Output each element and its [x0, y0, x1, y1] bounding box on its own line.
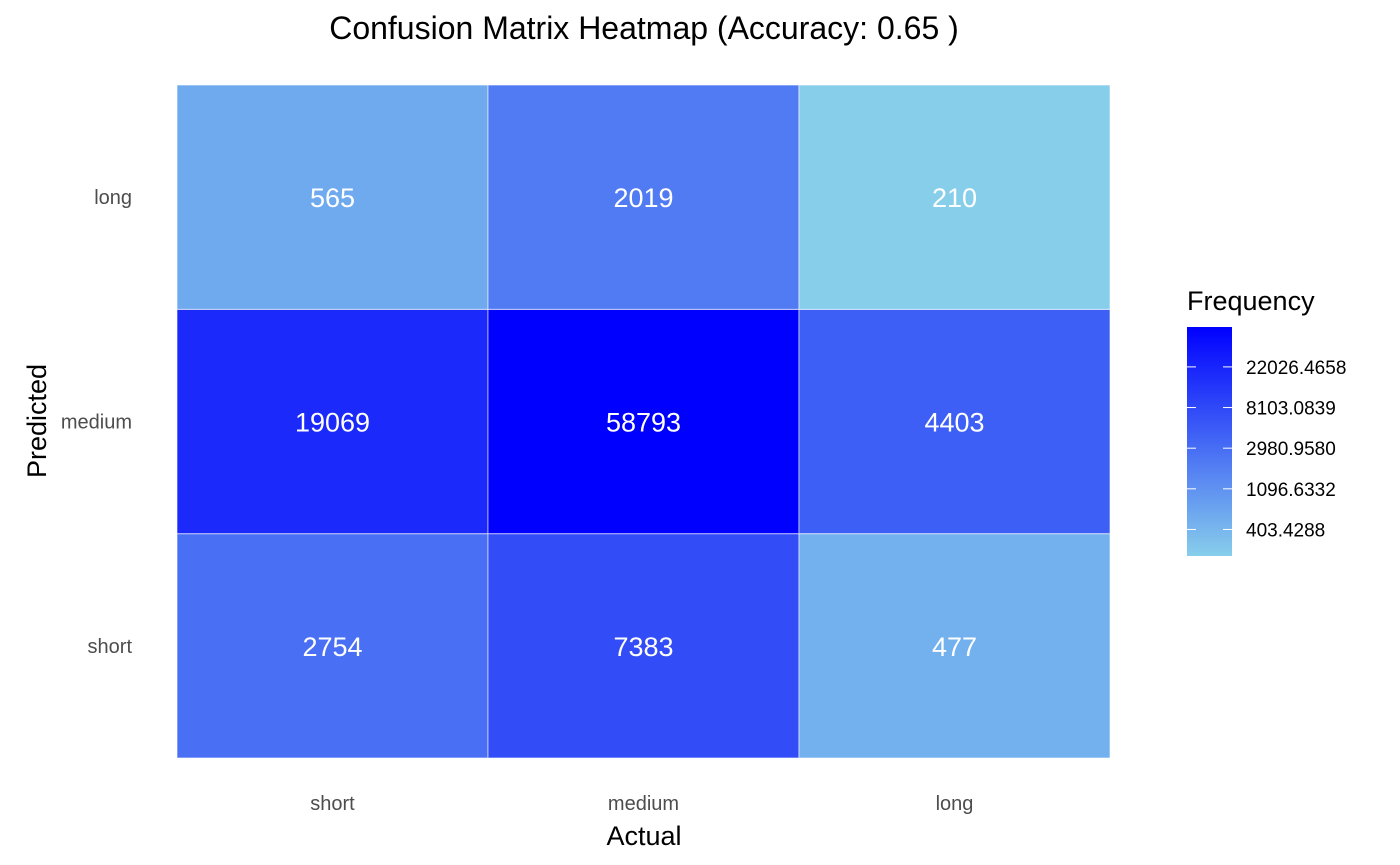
- legend-tick-label: 8103.0839: [1246, 399, 1336, 420]
- x-tick-label-short: short: [310, 793, 355, 815]
- heatmap-cell-short-medium: [487, 533, 800, 759]
- x-tick-label-long: long: [936, 793, 974, 815]
- heatmap-cell-medium-medium: [487, 308, 800, 535]
- y-tick-label-long: long: [94, 187, 132, 209]
- y-tick-label-short: short: [88, 636, 133, 658]
- legend-tick-label: 22026.4658: [1246, 358, 1346, 379]
- heatmap-cell-medium-short: [176, 308, 489, 535]
- y-axis-title: Predicted: [22, 364, 52, 478]
- cell-value-long-short: 565: [310, 183, 355, 213]
- x-tick-label-medium: medium: [608, 793, 679, 815]
- heatmap-cell-long-long: [798, 84, 1111, 310]
- cell-value-short-long: 477: [932, 632, 977, 662]
- heatmap-cell-long-short: [176, 84, 489, 310]
- cell-value-medium-short: 19069: [295, 408, 370, 438]
- legend-ticks: 403.4288 1096.6332 2980.9580 8103.0839 22026…: [1187, 358, 1346, 541]
- heatmap-cell-short-short: [176, 533, 489, 759]
- cell-value-short-short: 2754: [302, 632, 362, 662]
- cell-value-medium-medium: 58793: [606, 408, 681, 438]
- heatmap-cell-long-medium: [487, 84, 800, 310]
- y-tick-label-medium: medium: [61, 412, 132, 434]
- heatmap-cells: [176, 84, 1111, 759]
- x-axis-tick-labels: short medium long: [310, 793, 973, 815]
- legend-title: Frequency: [1187, 286, 1315, 316]
- chart-title: Confusion Matrix Heatmap (Accuracy: 0.65…: [329, 10, 959, 46]
- cell-value-long-medium: 2019: [613, 183, 673, 213]
- legend-tick-label: 1096.6332: [1246, 480, 1336, 501]
- legend: Frequency 403.4288 1096.6332 2980.9580 8103…: [1187, 286, 1346, 556]
- cell-value-medium-long: 4403: [924, 408, 984, 438]
- x-axis-title: Actual: [606, 821, 681, 851]
- cell-value-long-long: 210: [932, 183, 977, 213]
- heatmap-cell-medium-long: [798, 308, 1111, 535]
- legend-tick-label: 403.4288: [1246, 520, 1325, 541]
- legend-color-bar: [1187, 327, 1232, 556]
- y-axis-tick-labels: short medium long: [61, 187, 133, 658]
- legend-tick-label: 2980.9580: [1246, 439, 1336, 460]
- heatmap-cell-labels: 2754 7383 477 19069 58793 4403 565 2019 210: [295, 183, 985, 662]
- cell-value-short-medium: 7383: [613, 632, 673, 662]
